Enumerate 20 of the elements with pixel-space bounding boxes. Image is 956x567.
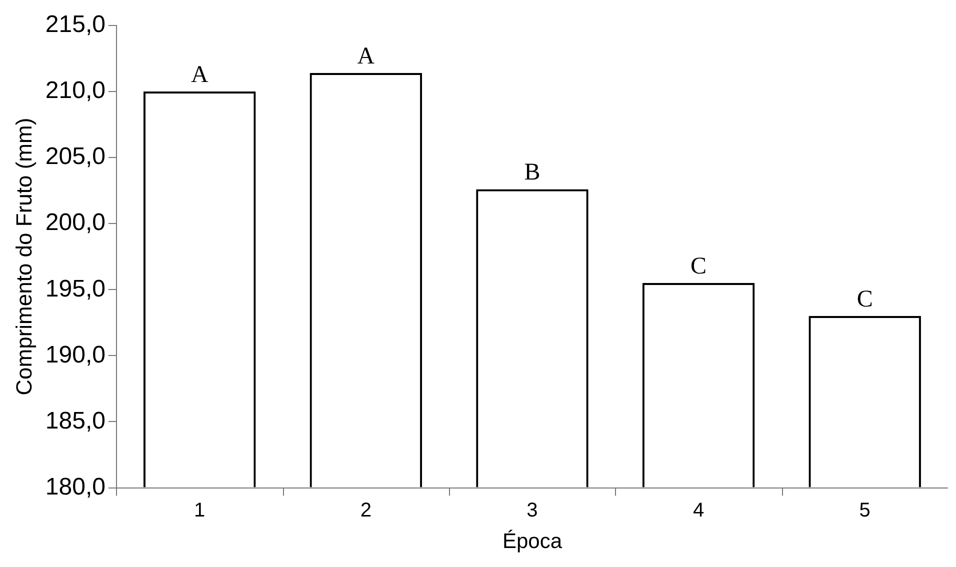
annotation: B — [524, 160, 540, 186]
y-tick-label: 180,0 — [45, 473, 106, 500]
x-tick-label: 4 — [692, 499, 704, 522]
y-axis-title: Comprimento do Fruto (mm) — [11, 118, 36, 396]
y-tick-label: 195,0 — [45, 275, 106, 302]
x-tick-label: 3 — [526, 499, 538, 522]
x-axis-title: Época — [502, 529, 562, 554]
x-tick-label: 1 — [194, 499, 206, 522]
annotation: A — [357, 43, 376, 70]
y-tick-label: 215,0 — [45, 11, 106, 38]
x-tick-label: 2 — [360, 499, 372, 522]
annotation: C — [690, 253, 707, 280]
y-tick-label: 190,0 — [45, 341, 106, 368]
annotation: A — [190, 62, 209, 88]
annotation: C — [856, 286, 873, 312]
y-tick-label: 185,0 — [45, 407, 106, 434]
y-tick-label: 205,0 — [45, 143, 106, 170]
x-tick-label: 5 — [859, 499, 870, 522]
y-tick-label: 200,0 — [45, 209, 106, 236]
y-tick-label: 210,0 — [45, 77, 106, 104]
